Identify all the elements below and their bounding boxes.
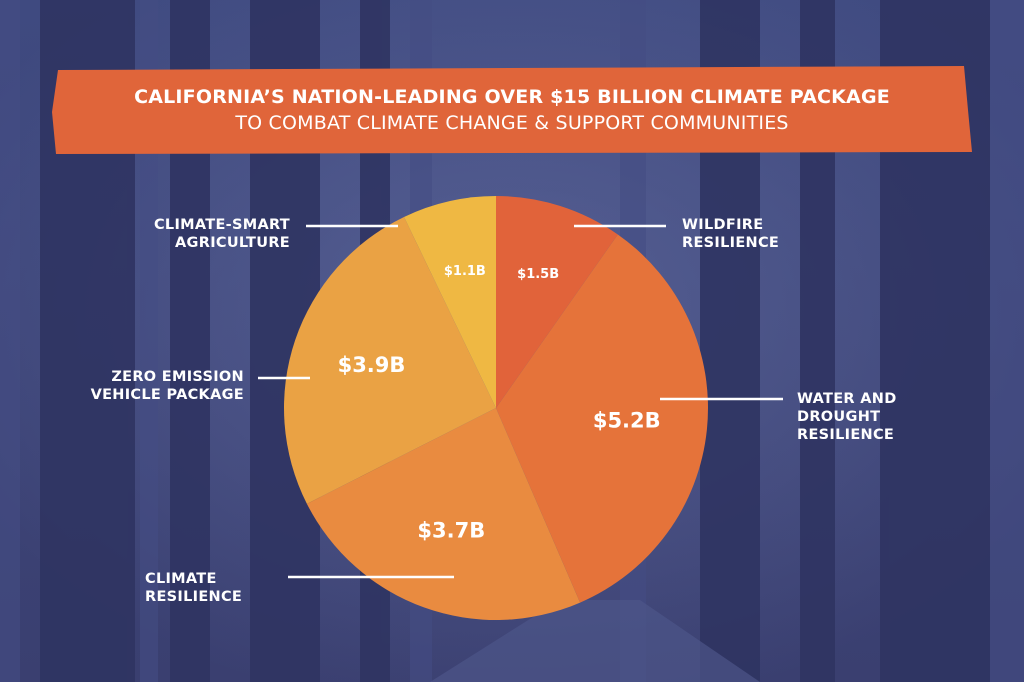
pie-slice-climate-smart-agriculture: [404, 196, 496, 408]
value-label-water-and-drought-resilience: $5.2B: [593, 408, 661, 432]
pie-slice-zero-emission-vehicle-package: [284, 216, 496, 504]
legend-label-wildfire-resilience: WILDFIRE RESILIENCE: [682, 217, 780, 251]
chart-title: CALIFORNIA’S NATION-LEADING OVER $15 BIL…: [52, 84, 972, 136]
title-line-1: CALIFORNIA’S NATION-LEADING OVER $15 BIL…: [134, 86, 890, 108]
value-label-climate-resilience: $3.7B: [417, 519, 485, 543]
pie-slice-water-and-drought-resilience: [496, 234, 708, 603]
legend-label-climate-resilience: CLIMATE RESILIENCE: [145, 571, 243, 605]
title-line-2: TO COMBAT CLIMATE CHANGE & SUPPORT COMMU…: [235, 112, 789, 134]
value-label-wildfire-resilience: $1.5B: [517, 267, 559, 282]
legend-label-water-and-drought-resilience: WATER AND DROUGHT RESILIENCE: [797, 391, 897, 443]
title-banner: [52, 66, 972, 154]
pie-slice-wildfire-resilience: [496, 196, 618, 408]
value-label-zero-emission-vehicle-package: $3.9B: [338, 353, 406, 377]
legend-label-climate-smart-agriculture: CLIMATE-SMART AGRICULTURE: [153, 217, 290, 251]
legend-label-zero-emission-vehicle-package: ZERO EMISSION VEHICLE PACKAGE: [90, 369, 244, 403]
pie-slice-climate-resilience: [306, 408, 581, 620]
value-label-climate-smart-agriculture: $1.1B: [444, 264, 486, 279]
